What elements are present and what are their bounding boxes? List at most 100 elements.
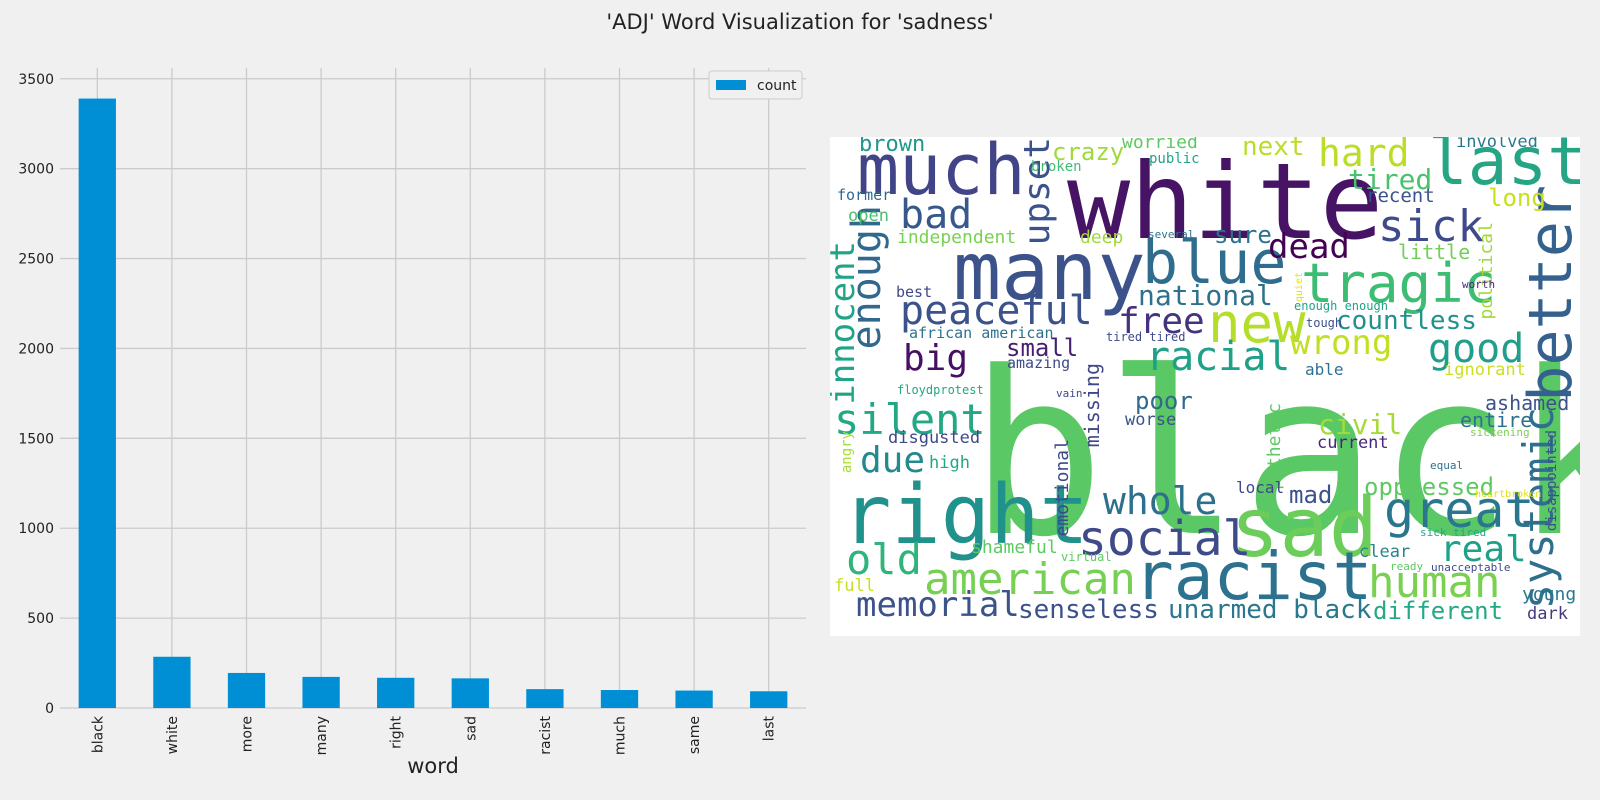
word-cloud-word: shameful — [971, 537, 1058, 558]
word-cloud-word: young — [1522, 584, 1577, 605]
word-cloud-word: local — [1236, 478, 1285, 497]
legend: count — [708, 70, 803, 100]
x-tick-label: last — [762, 716, 778, 742]
x-tick-labels: black white more many right sad racist much same… — [90, 715, 777, 755]
word-cloud-word: public — [1149, 151, 1200, 167]
word-cloud-word: heartbroken — [1475, 489, 1542, 500]
word-cloud-word: pathetic — [1264, 403, 1285, 490]
word-cloud-word: old — [846, 535, 922, 584]
bar-white — [153, 656, 191, 708]
word-cloud-word: amazing — [1007, 354, 1071, 372]
word-cloud-word: new — [1208, 292, 1306, 355]
word-cloud-word: racist — [1134, 538, 1373, 615]
word-cloud-word: social — [1078, 511, 1252, 567]
word-cloud-word: good — [1428, 326, 1525, 372]
word-cloud-word: whole — [1103, 479, 1218, 523]
word-cloud-word: oppressed — [1364, 473, 1495, 501]
word-cloud-word: quiet — [1294, 272, 1305, 303]
word-cloud-word: peaceful — [900, 288, 1093, 334]
grid-lines — [60, 68, 806, 709]
bar-sad — [451, 678, 489, 708]
word-cloud-word: crazy — [1052, 138, 1125, 166]
word-cloud-word: involved — [1456, 137, 1538, 152]
bar-chart: 0 500 1000 1500 2000 2500 3000 3500 black white m… — [18, 68, 806, 778]
x-tick-label: racist — [538, 716, 554, 755]
word-cloud-word: brown — [859, 137, 926, 157]
word-cloud-word: recent — [1366, 185, 1435, 207]
word-cloud-word: current — [1317, 433, 1389, 453]
word-cloud-word: sure — [1214, 221, 1272, 249]
word-cloud-word: civil — [1318, 408, 1403, 441]
word-cloud-word: ready — [1390, 560, 1424, 573]
word-cloud-word: next — [1242, 137, 1305, 162]
bar-many — [302, 676, 340, 708]
word-cloud-word: due — [860, 440, 926, 481]
y-tick-label: 1500 — [18, 431, 54, 447]
word-cloud-word: worried — [1122, 137, 1198, 153]
word-cloud-word: unacceptable — [1431, 561, 1511, 574]
legend-frame — [708, 70, 803, 100]
word-cloud-word: disgusted — [888, 428, 981, 448]
word-cloud-word: clear — [1359, 542, 1411, 562]
word-cloud-word: missing — [1080, 363, 1104, 448]
word-cloud-word: human — [1368, 557, 1501, 608]
word-cloud-word: right — [842, 468, 1089, 563]
word-cloud-word: sad — [1230, 481, 1379, 576]
word-cloud-word: emotional — [1052, 439, 1073, 537]
word-cloud-word: racial — [1146, 334, 1291, 380]
word-cloud-word: worse — [1125, 410, 1177, 430]
word-cloud-word: ignorant — [1444, 360, 1526, 380]
word-cloud-word: blue — [1142, 228, 1287, 298]
word-cloud-word: upset — [1017, 137, 1058, 246]
word-cloud-word: angry — [839, 431, 855, 474]
y-tick-label: 2500 — [18, 252, 54, 268]
y-tick-label: 500 — [27, 611, 54, 627]
y-tick-label: 3000 — [18, 162, 54, 178]
word-cloud-word: tragic — [1301, 252, 1497, 315]
bar-last — [750, 691, 788, 708]
word-cloud-word: several — [1148, 228, 1195, 241]
word-cloud-word: black — [969, 324, 1580, 587]
bar-black — [78, 98, 116, 709]
word-cloud-word: high — [929, 453, 970, 473]
word-cloud-word: bad — [900, 192, 973, 238]
word-cloud-word: enough enough — [1294, 299, 1388, 313]
x-tick-label: more — [240, 716, 256, 752]
word-cloud-word: mad — [1289, 481, 1333, 509]
bar-right — [377, 677, 415, 708]
x-tick-label: white — [165, 716, 181, 754]
word-cloud-word: memorial — [856, 585, 1020, 625]
bar-same — [675, 690, 713, 708]
x-tick-label: black — [90, 715, 106, 753]
y-tick-label: 0 — [45, 701, 54, 717]
word-cloud-word: independent — [897, 227, 1017, 248]
word-cloud-word: long — [1488, 184, 1546, 212]
word-cloud-word: virtual — [1061, 550, 1112, 564]
bars — [78, 98, 788, 709]
word-cloud-word: disappointed — [1544, 430, 1560, 532]
word-cloud-word: little — [1398, 240, 1471, 264]
bar-much — [600, 690, 639, 708]
x-tick-label: many — [314, 716, 330, 755]
bar-racist — [526, 689, 564, 708]
word-cloud-word: national — [1138, 279, 1273, 312]
word-cloud-word: different — [1373, 597, 1504, 625]
word-cloud-word: ashamed — [1485, 391, 1570, 415]
word-cloud-word: open — [848, 206, 889, 226]
figure-title: 'ADJ' Word Visualization for 'sadness' — [606, 10, 994, 34]
word-cloud-word: equal — [1430, 459, 1464, 472]
word-cloud-word: sick tired — [1420, 526, 1487, 539]
word-cloud-word: political — [1476, 222, 1497, 320]
word-cloud-word: dark — [1527, 604, 1568, 624]
y-tick-labels: 0 500 1000 1500 2000 2500 3000 3500 — [18, 72, 54, 717]
word-cloud-word: free — [1118, 301, 1205, 342]
word-cloud-word: many — [953, 225, 1146, 318]
word-cloud-word: able — [1305, 360, 1344, 379]
word-cloud-word: white — [1067, 141, 1384, 263]
word-cloud-word: small — [1006, 334, 1079, 362]
word-cloud-word: tough — [1306, 316, 1343, 330]
word-cloud-word: senseless — [1018, 595, 1159, 625]
word-cloud-word: american — [924, 554, 1136, 605]
word-cloud-word: sickening — [1470, 426, 1530, 439]
